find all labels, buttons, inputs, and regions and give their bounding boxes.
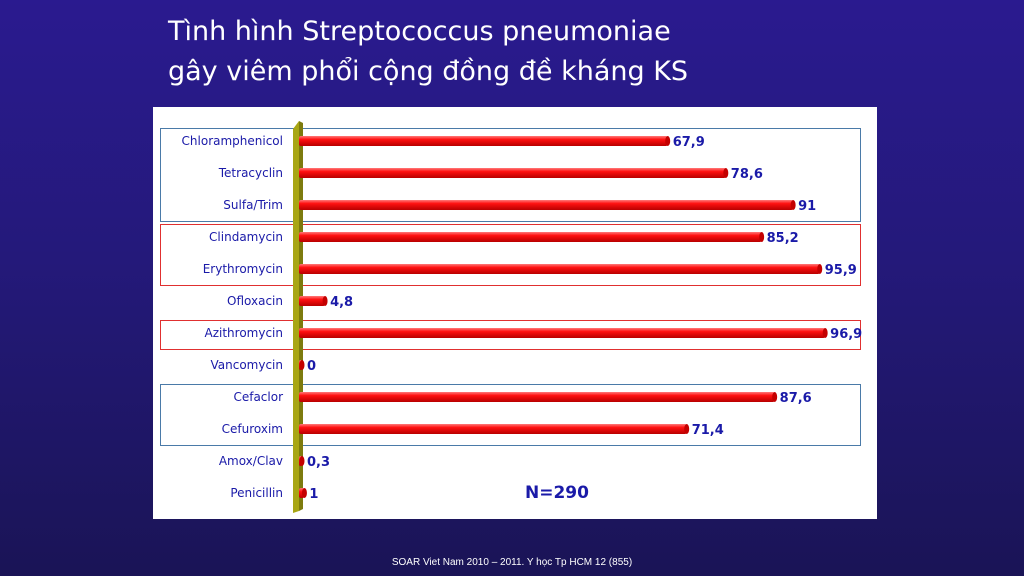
category-label: Amox/Clav <box>219 454 283 468</box>
category-label: Vancomycin <box>210 358 283 372</box>
category-label: Tetracyclin <box>218 166 283 180</box>
bar <box>299 200 794 210</box>
category-label: Clindamycin <box>209 230 283 244</box>
value-label: 96,9 <box>830 327 862 342</box>
value-label: 85,2 <box>767 231 799 246</box>
value-label: 95,9 <box>825 263 857 278</box>
category-label: Chloramphenicol <box>182 134 283 148</box>
value-label: 71,4 <box>692 423 724 438</box>
slide-title: Tình hình Streptococcus pneumoniae gây v… <box>168 12 808 92</box>
value-label: 78,6 <box>731 167 763 182</box>
category-label: Cefaclor <box>233 390 283 404</box>
group-box-3 <box>160 320 861 350</box>
bar <box>299 168 726 178</box>
value-label: 1 <box>309 487 318 502</box>
value-label: 91 <box>798 199 816 214</box>
chart-panel: Chloramphenicol Tetracyclin Sulfa/Trim Clin… <box>153 107 877 519</box>
bar <box>299 424 687 434</box>
value-label: 0 <box>307 359 316 374</box>
category-label: Sulfa/Trim <box>223 198 283 212</box>
value-label: 4,8 <box>330 295 353 310</box>
bar <box>299 392 775 402</box>
value-label: 0,3 <box>307 455 330 470</box>
slide-title-line-1: Tình hình Streptococcus pneumoniae <box>168 16 671 47</box>
slide-title-line-2: gây viêm phổi cộng đồng đề kháng KS <box>168 56 689 87</box>
bar <box>299 264 820 274</box>
category-label: Erythromycin <box>203 262 283 276</box>
y-axis-bar <box>293 121 299 513</box>
bar <box>299 136 668 146</box>
category-label: Azithromycin <box>205 326 284 340</box>
value-label: 87,6 <box>780 391 812 406</box>
group-box-2 <box>160 224 861 286</box>
bar <box>299 232 762 242</box>
bar <box>299 328 826 338</box>
bar <box>299 296 326 306</box>
group-box-4 <box>160 384 861 446</box>
category-label: Penicillin <box>230 486 283 500</box>
bar-chart: Chloramphenicol Tetracyclin Sulfa/Trim Clin… <box>160 121 862 513</box>
sample-size-annotation: N=290 <box>525 483 589 503</box>
source-footer: SOAR Viet Nam 2010 – 2011. Y học Tp HCM … <box>391 557 633 568</box>
value-label: 67,9 <box>673 135 705 150</box>
category-label: Ofloxacin <box>227 294 283 308</box>
category-label: Cefuroxim <box>222 422 283 436</box>
group-box-1 <box>160 128 861 222</box>
